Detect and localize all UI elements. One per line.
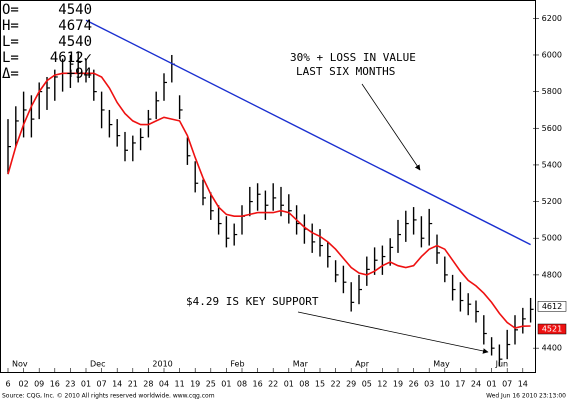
x-tick-label: 19 — [393, 380, 403, 389]
x-tick-label: 08 — [237, 380, 247, 389]
x-tick-label: 22 — [331, 380, 341, 389]
month-label: Jun — [495, 360, 509, 369]
month-label: Dec — [90, 360, 105, 369]
x-tick-label: 01 — [284, 380, 294, 389]
readout-value: 4540 — [58, 34, 92, 50]
x-tick-label: 19 — [190, 380, 200, 389]
marks: 4400 4800 5000 5200 5400 5600 5800 6000 6200 6 Nov… — [5, 14, 562, 389]
x-tick-label: 07 — [502, 380, 512, 389]
x-tick-label: 29 — [346, 380, 356, 389]
x-tick-label: 10 — [440, 380, 450, 389]
x-tick-label: 01 — [487, 380, 497, 389]
readout-key: Δ= — [2, 66, 19, 82]
readout-value: +94 — [67, 66, 92, 82]
month-label: May — [433, 360, 450, 369]
readout-value: 4674 — [58, 18, 92, 34]
x-tick-label: 25 — [206, 380, 216, 389]
x-tick-label: 03 — [424, 380, 434, 389]
month-label: Mar — [293, 360, 309, 369]
y-tick-label: 5200 — [542, 197, 562, 206]
readout-key: L= — [2, 50, 19, 66]
x-tick-label: 02 — [19, 380, 29, 389]
x-tick-label: 24 — [471, 380, 481, 389]
x-tick-label: 22 — [268, 380, 278, 389]
y-tick-label: 6200 — [542, 14, 562, 23]
month-label: Nov — [12, 360, 28, 369]
y-tick-label: 6000 — [542, 50, 562, 59]
annotation: LAST SIX MONTHS — [296, 65, 395, 78]
price-box — [537, 301, 567, 312]
x-tick-label: 28 — [143, 380, 153, 389]
month-label: Apr — [355, 360, 370, 369]
month-label: 2010 — [152, 360, 172, 369]
x-tick-label: 08 — [299, 380, 309, 389]
x-tick-label: 23 — [65, 380, 75, 389]
x-tick-label: 14 — [518, 380, 528, 389]
price-box-label: 4612 — [542, 302, 562, 311]
footer-source: Source: CQG, Inc. © 2010 All rights rese… — [2, 393, 215, 400]
footer-date: Wed Jun 16 2010 23:13:00 — [486, 393, 566, 400]
y-tick-label: 5000 — [542, 234, 562, 243]
x-tick-label: 17 — [455, 380, 465, 389]
x-tick-label: 26 — [409, 380, 419, 389]
readout-key: O= — [2, 2, 19, 18]
x-tick-label: 21 — [128, 380, 138, 389]
moving-average — [7, 72, 531, 329]
annotation: $4.29 IS KEY SUPPORT — [186, 295, 319, 308]
plot-frame — [0, 0, 536, 373]
month-label: Feb — [230, 360, 244, 369]
x-tick-label: 15 — [315, 380, 325, 389]
x-tick-label: 6 — [5, 380, 10, 389]
readout-key: L= — [2, 34, 19, 50]
x-tick-label: 11 — [175, 380, 185, 389]
annotation-arrow — [297, 311, 489, 354]
x-tick-label: 07 — [97, 380, 107, 389]
x-tick-label: 14 — [112, 380, 122, 389]
x-tick-label: 04 — [159, 380, 169, 389]
price-box — [537, 323, 567, 335]
x-tick-label: 09 — [34, 380, 44, 389]
x-tick-label: 05 — [362, 380, 372, 389]
y-tick-label: 5600 — [542, 124, 562, 133]
readout-value: 4540 — [58, 2, 92, 18]
x-tick-label: 01 — [81, 380, 91, 389]
readout-value: 4612✓ — [50, 50, 92, 66]
x-tick-label: 01 — [221, 380, 231, 389]
y-tick-label: 5400 — [542, 160, 562, 169]
price-box-label: 4521 — [542, 325, 562, 334]
x-tick-label: 12 — [377, 380, 387, 389]
annotation: 30% + LOSS IN VALUE — [290, 51, 416, 64]
x-tick-label: 16 — [50, 380, 60, 389]
readout-key: H= — [2, 18, 19, 34]
trend-line — [85, 19, 531, 246]
x-tick-label: 16 — [253, 380, 263, 389]
y-tick-label: 4400 — [542, 344, 562, 353]
y-tick-label: 5800 — [542, 87, 562, 96]
y-tick-label: 4800 — [542, 270, 562, 279]
annotation-arrow — [361, 83, 421, 171]
